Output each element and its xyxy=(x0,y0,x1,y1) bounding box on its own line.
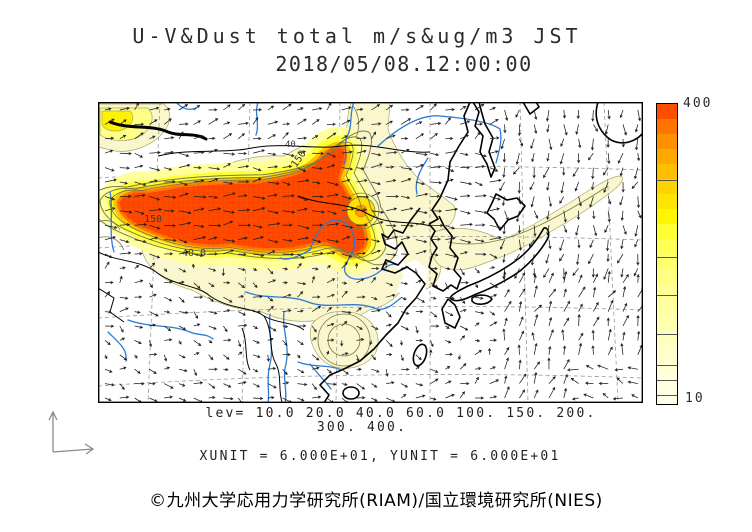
colorbar-level-tick xyxy=(657,295,677,297)
colorbar-level-tick xyxy=(657,379,677,381)
colorbar-level-tick xyxy=(657,364,677,366)
colorbar-block xyxy=(657,283,677,299)
mountain-ridge xyxy=(108,120,208,141)
contour-label-40: 40.0 xyxy=(182,248,206,259)
colorbar-block xyxy=(657,133,677,149)
colorbar-block xyxy=(657,298,677,314)
colorbar-block xyxy=(657,193,677,209)
rivers xyxy=(107,102,502,403)
contour-level-list-line1: lev= 10.0 20.0 40.0 60.0 100. 150. 200. xyxy=(205,406,597,421)
colorbar-min-label: 10 xyxy=(685,391,705,406)
plot-title: U-V&Dust total m/s&ug/m3 JST xyxy=(132,24,582,48)
contour-label-150-west: 150 xyxy=(144,214,162,225)
colorbar-block xyxy=(657,343,677,359)
colorbar-level-tick xyxy=(657,179,677,181)
colorbar-block xyxy=(657,253,677,269)
country-borders xyxy=(98,144,431,403)
plot-datetime: 2018/05/08.12:00:00 xyxy=(275,52,533,76)
colorbar-block xyxy=(657,238,677,254)
colorbar-block xyxy=(657,373,677,389)
colorbar-block xyxy=(657,328,677,344)
colorbar-block xyxy=(657,313,677,329)
dust-core-hatch xyxy=(118,146,367,255)
x-axis-arrow xyxy=(52,443,95,455)
map-frame xyxy=(98,102,643,403)
y-axis-arrow xyxy=(48,410,58,452)
colorbar-block xyxy=(657,148,677,164)
colorbar-level-tick xyxy=(657,256,677,258)
colorbar-level-tick xyxy=(657,333,677,335)
dust-map: 150 40.0 150 40 xyxy=(98,102,643,403)
colorbar-block xyxy=(657,163,677,179)
contour-label-40-small: 40 xyxy=(285,140,296,150)
colorbar-block xyxy=(657,223,677,239)
colorbar-max-label: 400 xyxy=(683,96,713,111)
colorbar-level-tick xyxy=(657,395,677,397)
contour-lines xyxy=(98,105,609,367)
colorbar-block xyxy=(657,208,677,224)
colorbar-block xyxy=(657,178,677,194)
colorbar-block xyxy=(657,358,677,374)
contour-level-list-line2: 300. 400. xyxy=(316,420,408,435)
axis-orientation-arrows xyxy=(48,410,95,455)
copyright-credit: ©九州大学応用力学研究所(RIAM)/国立環境研究所(NIES) xyxy=(149,491,603,511)
colorbar xyxy=(656,103,678,405)
colorbar-block xyxy=(657,118,677,134)
vector-unit-annotation: XUNIT = 6.000E+01, YUNIT = 6.000E+01 xyxy=(199,449,561,464)
colorbar-block xyxy=(657,268,677,284)
wind-vector-field xyxy=(104,102,643,403)
colorbar-block xyxy=(657,103,677,119)
